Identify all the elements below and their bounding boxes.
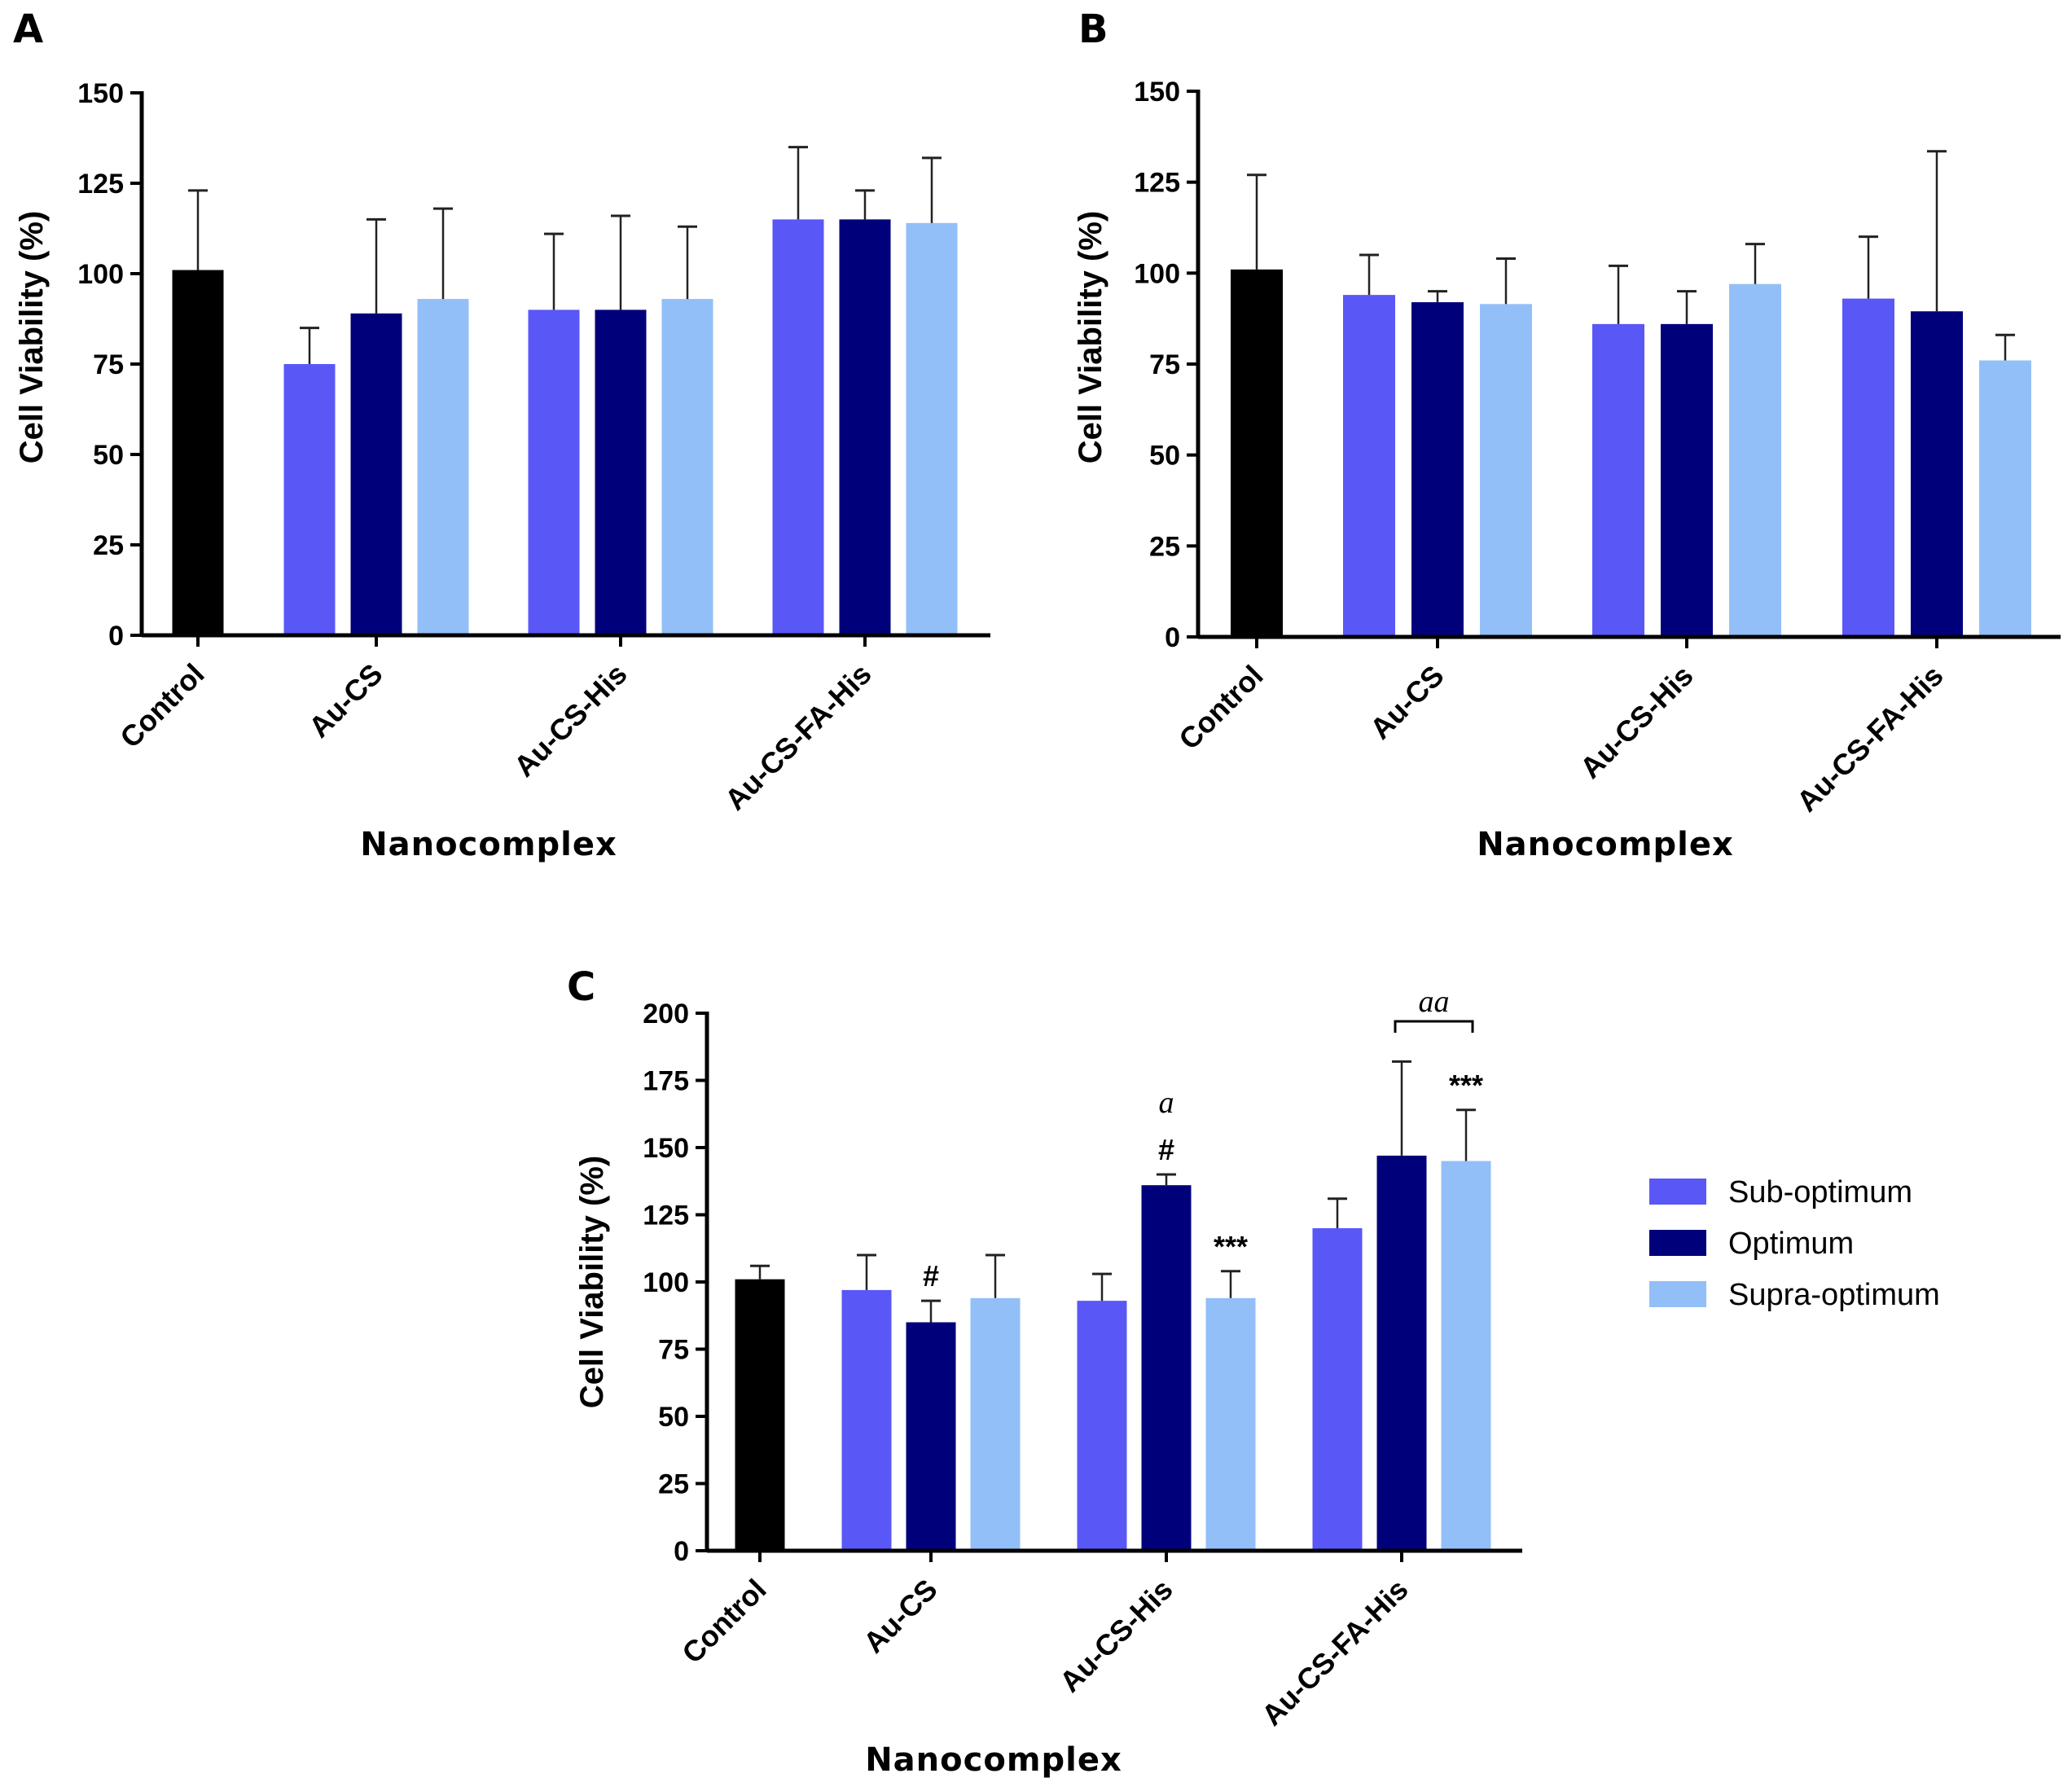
bar-optimum-au-cs-his [595, 309, 647, 635]
y-tick-label: 0 [108, 621, 124, 652]
bar-sub-optimum-au-cs-fa-his [772, 219, 824, 635]
y-tick-label: 75 [1149, 349, 1180, 380]
legend-label-sub-optimum: Sub-optimum [1728, 1175, 1912, 1209]
x-tick-label: Au-CS-FA-His [1255, 1573, 1415, 1732]
legend-swatch-supra-optimum [1649, 1281, 1706, 1307]
legend-label-optimum: Optimum [1728, 1227, 1854, 1261]
y-tick-label: 150 [643, 1133, 689, 1164]
bar-sub-optimum-au-cs [1343, 295, 1395, 637]
bar-sub-optimum-au-cs [841, 1289, 892, 1551]
y-tick-label: 75 [93, 349, 124, 380]
bar-sub-optimum-au-cs-fa-his [1312, 1228, 1363, 1551]
y-tick-label: 200 [643, 999, 689, 1029]
bar-optimum-au-cs [350, 313, 402, 635]
significance-annotation: # [1158, 1133, 1174, 1166]
y-tick-label: 0 [1165, 622, 1180, 653]
y-tick-label: 25 [93, 530, 124, 561]
y-axis-label: Cell Viability (%) [574, 1156, 610, 1408]
bar-supra-optimum-au-cs-fa-his [1441, 1161, 1491, 1551]
y-axis-label: Cell Viability (%) [1073, 211, 1108, 463]
y-tick-label: 150 [1134, 77, 1180, 108]
y-tick-label: 125 [1134, 168, 1180, 199]
bar-control [1231, 269, 1283, 637]
x-tick-label: Au-CS-FA-His [1790, 659, 1950, 819]
y-tick-label: 25 [658, 1469, 689, 1500]
bar-supra-optimum-au-cs-fa-his [906, 222, 958, 635]
bar-control [735, 1279, 785, 1551]
bar-supra-optimum-au-cs-his [1729, 283, 1781, 637]
bar-sub-optimum-au-cs-his [1077, 1301, 1127, 1551]
x-tick-label: Control [675, 1573, 772, 1670]
x-axis-label: Nanocomplex [360, 826, 617, 863]
y-tick-label: 100 [1134, 258, 1180, 289]
bar-optimum-au-cs-his [1141, 1185, 1192, 1551]
x-tick-label: Au-CS-His [507, 657, 634, 784]
panel-label-c: C [567, 964, 595, 1010]
bar-supra-optimum-au-cs [417, 299, 469, 635]
bar-sub-optimum-au-cs-his [1592, 323, 1644, 637]
bar-supra-optimum-au-cs [1480, 304, 1532, 637]
x-tick-label: Au-CS-FA-His [718, 657, 878, 817]
y-tick-label: 50 [93, 440, 124, 471]
legend-label-supra-optimum: Supra-optimum [1728, 1278, 1940, 1312]
bar-sub-optimum-au-cs-his [528, 309, 580, 635]
significance-annotation: aa [1419, 985, 1450, 1019]
chart-b: 0 25 50 75 100 125 150 Control Au-CS Au-CS-His Au-… [1073, 77, 2061, 863]
x-tick-label: Au-CS-His [1574, 659, 1700, 785]
legend: Sub-optimum Optimum Supra-optimum [1649, 1175, 1940, 1312]
y-tick-label: 50 [658, 1402, 689, 1433]
panel-label-a: A [13, 7, 43, 52]
y-tick-label: 125 [77, 169, 124, 200]
bar-supra-optimum-au-cs [970, 1297, 1021, 1551]
chart-c: 0 25 50 75 100 125 150 175 200 Control Au-CS Au-CS-… [574, 985, 1522, 1779]
y-tick-label: 125 [643, 1201, 689, 1231]
significance-annotation: *** [1449, 1069, 1483, 1102]
bar-supra-optimum-au-cs-his [661, 299, 713, 635]
x-tick-label: Control [113, 657, 210, 754]
x-tick-label: Au-CS [1363, 659, 1451, 746]
legend-swatch-optimum [1649, 1230, 1706, 1256]
bar-optimum-au-cs-fa-his [1376, 1155, 1427, 1551]
legend-swatch-sub-optimum [1649, 1179, 1706, 1205]
bar-optimum-au-cs-fa-his [1911, 311, 1963, 637]
bar-supra-optimum-au-cs-his [1205, 1297, 1256, 1551]
x-tick-label: Au-CS [302, 657, 389, 744]
significance-annotation: *** [1214, 1230, 1248, 1263]
y-tick-label: 75 [658, 1335, 689, 1366]
x-tick-label: Au-CS [857, 1573, 944, 1660]
bar-supra-optimum-au-cs-fa-his [1979, 360, 2031, 637]
chart-a: 0 25 50 75 100 125 150 Control Au-CS Au-CS-His Au-… [14, 78, 990, 863]
significance-bracket [1394, 1020, 1474, 1033]
bar-optimum-au-cs-fa-his [839, 219, 891, 635]
x-axis-label: Nanocomplex [1477, 826, 1734, 863]
significance-annotation: a [1159, 1086, 1174, 1120]
bar-optimum-au-cs [906, 1322, 956, 1551]
x-tick-label: Control [1172, 659, 1269, 756]
x-axis-label: Nanocomplex [865, 1741, 1122, 1779]
y-tick-label: 25 [1149, 531, 1180, 562]
bar-control [172, 270, 224, 635]
y-tick-label: 150 [77, 78, 124, 109]
y-tick-label: 0 [674, 1536, 689, 1567]
bar-optimum-au-cs [1411, 302, 1464, 637]
x-tick-label: Au-CS-His [1053, 1573, 1179, 1699]
y-axis-label: Cell Viability (%) [14, 211, 50, 463]
y-tick-label: 175 [643, 1066, 689, 1097]
y-tick-label: 100 [643, 1267, 689, 1298]
y-tick-label: 50 [1149, 441, 1180, 472]
significance-annotation: # [923, 1259, 939, 1293]
panel-label-b: B [1078, 7, 1108, 52]
bar-sub-optimum-au-cs-fa-his [1842, 298, 1894, 637]
y-tick-label: 100 [77, 259, 124, 290]
bar-sub-optimum-au-cs [283, 364, 336, 635]
bar-optimum-au-cs-his [1661, 323, 1713, 637]
